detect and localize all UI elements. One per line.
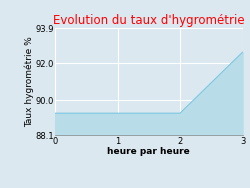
X-axis label: heure par heure: heure par heure [108,147,190,156]
Title: Evolution du taux d'hygrométrie: Evolution du taux d'hygrométrie [53,14,244,27]
Y-axis label: Taux hygrométrie %: Taux hygrométrie % [24,36,34,127]
